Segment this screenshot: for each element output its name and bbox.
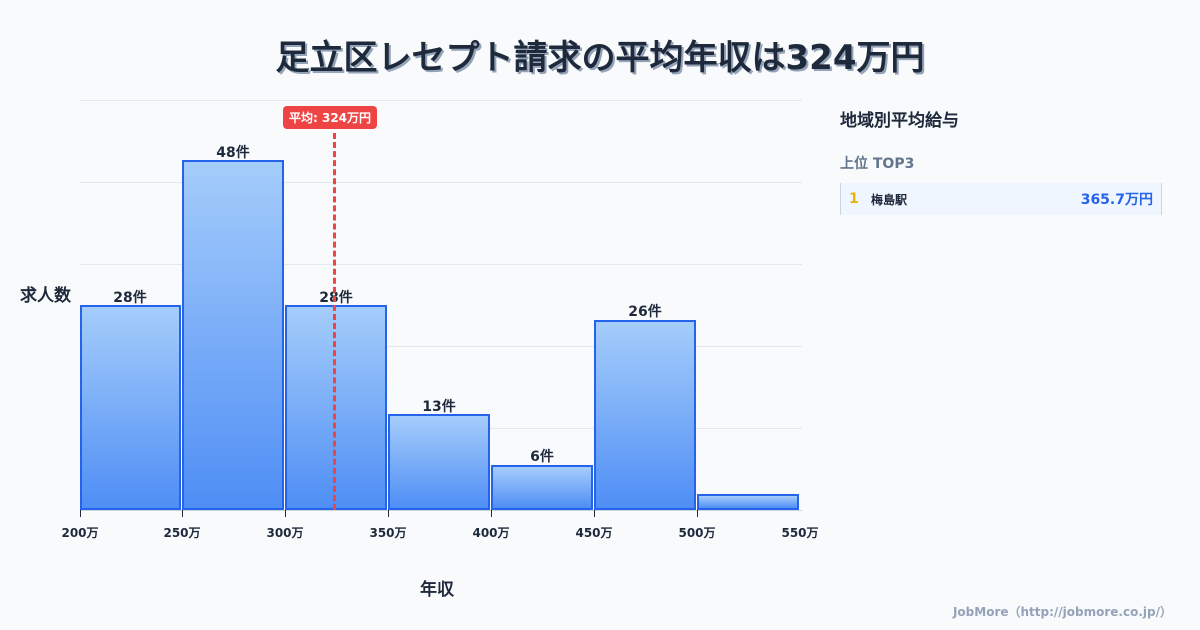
regional-salary-panel: 地域別平均給与 上位 TOP3 1 梅島駅 365.7万円 — [840, 100, 1162, 215]
bar-350-400[interactable] — [388, 414, 490, 510]
rank-number: 1 — [849, 191, 859, 207]
bar-500-550[interactable] — [697, 494, 799, 510]
x-tick — [285, 510, 286, 517]
x-axis-line — [80, 510, 802, 511]
x-tick — [594, 510, 595, 517]
bar-value-label: 6件 — [530, 449, 554, 465]
panel-title: 地域別平均給与 — [840, 111, 959, 131]
x-tick-label: 300万 — [266, 526, 304, 540]
bar-value-label: 48件 — [216, 145, 250, 161]
rank-station-name: 梅島駅 — [871, 192, 908, 207]
bar-250-300[interactable] — [182, 160, 284, 510]
bar-value-label: 28件 — [319, 290, 353, 306]
rank-row[interactable]: 1 梅島駅 365.7万円 — [840, 183, 1162, 215]
x-tick — [697, 510, 698, 517]
x-tick-label: 500万 — [678, 526, 716, 540]
gridline — [80, 264, 802, 265]
bar-value-label: 28件 — [113, 290, 147, 306]
bar-400-450[interactable] — [491, 465, 593, 510]
gridline — [80, 182, 802, 183]
bar-300-350[interactable] — [285, 305, 387, 510]
gridline — [80, 100, 802, 101]
rank-salary-value: 365.7万円 — [1080, 192, 1153, 208]
histogram-chart: 28件 48件 28件 13件 6件 26件 200万 250万 300万 35… — [20, 100, 819, 600]
x-tick-label: 450万 — [575, 526, 613, 540]
x-tick-label: 550万 — [781, 526, 819, 540]
gridline — [80, 346, 802, 347]
bar-value-label: 13件 — [422, 399, 456, 415]
average-line — [333, 133, 336, 510]
x-tick — [80, 510, 81, 517]
x-tick-label: 200万 — [61, 526, 99, 540]
y-axis-label: 求人数 — [20, 286, 71, 306]
panel-subtitle: 上位 TOP3 — [840, 156, 915, 172]
bar-200-250[interactable] — [80, 305, 181, 510]
x-tick-label: 250万 — [163, 526, 201, 540]
x-tick — [491, 510, 492, 517]
footer-credit: JobMore（http://jobmore.co.jp/） — [952, 605, 1172, 619]
bar-value-label: 26件 — [628, 304, 662, 320]
x-tick-label: 350万 — [369, 526, 407, 540]
x-axis-label: 年収 — [420, 580, 454, 600]
bar-450-500[interactable] — [594, 320, 696, 510]
x-tick — [388, 510, 389, 517]
x-tick-label: 400万 — [472, 526, 510, 540]
x-tick — [182, 510, 183, 517]
average-badge: 平均: 324万円 — [283, 106, 378, 129]
page-title: 足立区レセプト請求の平均年収は324万円 — [275, 38, 925, 78]
